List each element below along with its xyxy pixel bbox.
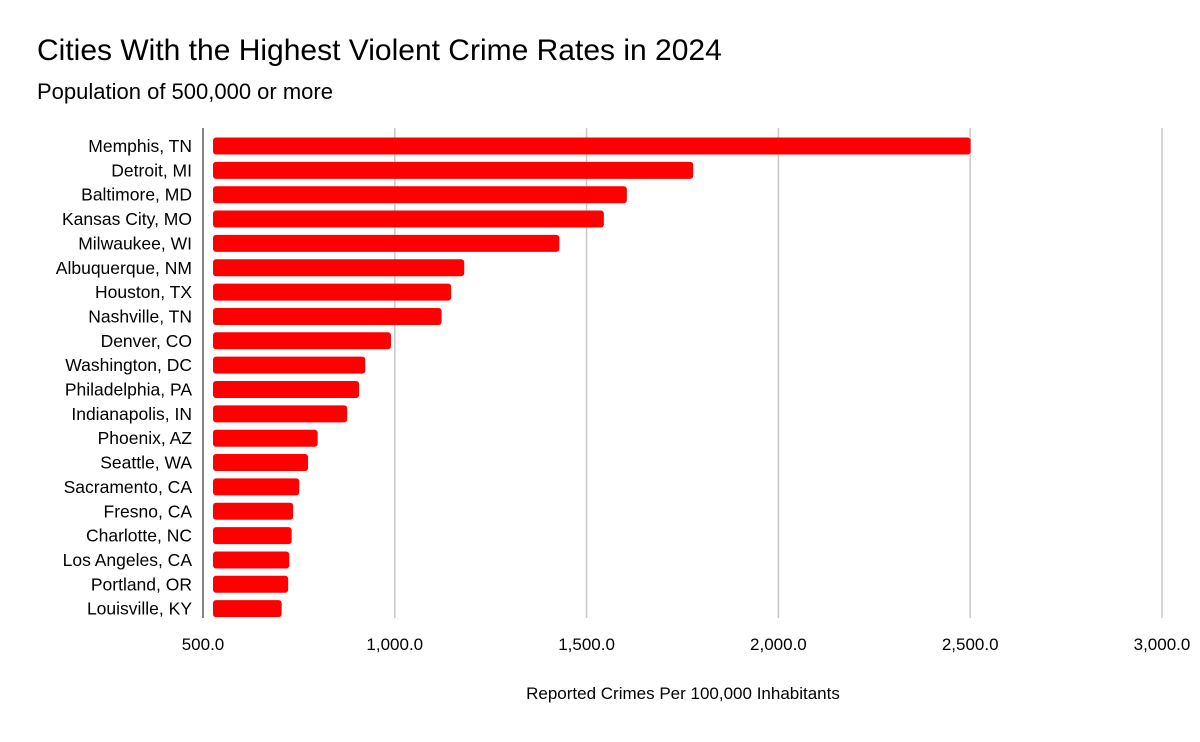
category-label: Seattle, WA <box>100 453 192 473</box>
bar <box>213 381 360 398</box>
category-label: Charlotte, NC <box>86 526 192 546</box>
bar <box>213 429 318 447</box>
category-label: Louisville, KY <box>87 599 192 619</box>
category-label: Sacramento, CA <box>64 477 193 497</box>
bar <box>213 527 292 545</box>
bar <box>213 259 465 277</box>
bar <box>213 502 294 520</box>
gridlines <box>202 128 1163 618</box>
bar <box>213 600 282 618</box>
chart-title: Cities With the Highest Violent Crime Ra… <box>37 34 722 67</box>
x-tick-label: 3,000.0 <box>1134 635 1191 654</box>
category-label: Houston, TX <box>95 282 192 302</box>
bar <box>213 210 604 228</box>
category-label: Kansas City, MO <box>62 209 192 229</box>
x-tick-label: 2,500.0 <box>942 635 999 654</box>
category-label: Memphis, TN <box>88 136 192 156</box>
category-label: Milwaukee, WI <box>78 233 192 253</box>
category-label: Detroit, MI <box>111 160 192 180</box>
bar <box>213 478 300 496</box>
x-tick-label: 1,000.0 <box>366 635 423 654</box>
bar <box>213 186 627 204</box>
category-label: Albuquerque, NM <box>56 258 192 278</box>
bar <box>213 307 442 325</box>
x-tick-labels: 500.0 1,000.0 1,500.0 2,000.0 2,500.0 3,000.0 <box>182 635 1191 654</box>
bar <box>213 454 309 472</box>
category-label: Philadelphia, PA <box>65 380 192 400</box>
chart-subtitle: Population of 500,000 or more <box>37 79 333 104</box>
x-tick-label: 2,000.0 <box>750 635 807 654</box>
bar <box>213 137 971 155</box>
category-label: Indianapolis, IN <box>71 404 192 424</box>
bar <box>213 283 452 301</box>
category-label: Fresno, CA <box>104 501 193 521</box>
bar <box>213 332 391 350</box>
x-tick-label: 1,500.0 <box>558 635 615 654</box>
x-tick-label: 500.0 <box>182 635 225 654</box>
bars <box>213 137 971 618</box>
bar <box>213 575 289 593</box>
category-label: Baltimore, MD <box>81 185 192 205</box>
category-label: Los Angeles, CA <box>63 550 193 570</box>
bar <box>213 161 694 179</box>
bar <box>213 405 348 423</box>
category-label: Washington, DC <box>65 355 192 375</box>
bar <box>213 551 290 569</box>
category-label: Denver, CO <box>101 331 192 351</box>
category-label: Nashville, TN <box>88 306 192 326</box>
bar <box>213 234 560 252</box>
category-label: Portland, OR <box>91 574 192 594</box>
x-axis-title: Reported Crimes Per 100,000 Inhabitants <box>526 684 840 703</box>
bar <box>213 356 366 374</box>
category-labels: Memphis, TN Detroit, MI Baltimore, MD Kansa… <box>56 136 193 619</box>
category-label: Phoenix, AZ <box>98 428 193 448</box>
